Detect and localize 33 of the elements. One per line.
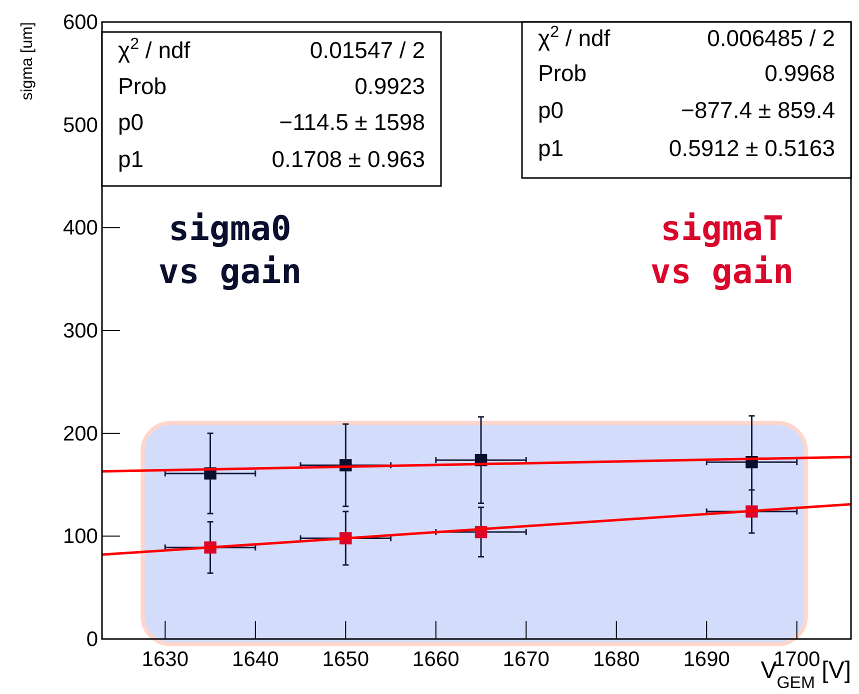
x-tick-label: 1690 (683, 648, 730, 671)
y-tick-label: 600 (62, 11, 98, 34)
annotation: 0.9968 (764, 60, 835, 86)
x-tick-label: 1680 (593, 648, 640, 671)
y-tick-label: 400 (62, 216, 98, 240)
annotation: 0.5912 ± 0.5163 (668, 135, 835, 161)
x-tick-label: 1660 (412, 648, 460, 671)
x-tick-label: 1650 (322, 648, 370, 671)
annotation: 0.01547 / 2 (310, 37, 425, 63)
annotation: Prob (538, 60, 587, 86)
annotation: −877.4 ± 859.4 (681, 97, 836, 123)
annotation: χ$^{2}$ / ndf (538, 23, 611, 51)
x-tick-label: 1670 (502, 648, 550, 671)
annotation: 0.9923 (354, 73, 425, 99)
y-tick-label: 500 (62, 114, 98, 137)
y-tick-label: 200 (62, 422, 98, 446)
y-axis-title: sigma [um] (19, 22, 36, 100)
text: sigmaT vs gain (650, 209, 794, 292)
x-tick-label: 1630 (142, 648, 189, 671)
annotation: p1 (118, 146, 144, 172)
annotation: Prob (118, 73, 167, 99)
annotation: p0 (118, 109, 144, 135)
annotation: p1 (538, 135, 564, 161)
x-tick-label: 1640 (232, 648, 279, 671)
annotation: 0.006485 / 2 (707, 25, 835, 51)
annotation: p0 (538, 97, 564, 123)
y-tick-label: 100 (62, 525, 98, 548)
text: sigma0 vs gain (158, 209, 302, 292)
annotation: 0.1708 ± 0.963 (272, 146, 425, 172)
y-tick-label: 0 (86, 628, 98, 651)
annotation: χ$^{2}$ / ndf (118, 35, 191, 63)
annotation: −114.5 ± 1598 (279, 109, 425, 135)
y-tick-label: 300 (62, 320, 98, 342)
